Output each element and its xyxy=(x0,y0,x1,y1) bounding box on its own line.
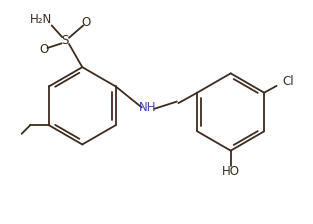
Text: O: O xyxy=(82,16,91,29)
Text: NH: NH xyxy=(138,101,156,114)
Text: Cl: Cl xyxy=(283,75,294,88)
Text: O: O xyxy=(40,43,49,56)
Text: HO: HO xyxy=(222,165,240,178)
Text: H₂N: H₂N xyxy=(30,13,53,26)
Text: S: S xyxy=(62,34,69,47)
